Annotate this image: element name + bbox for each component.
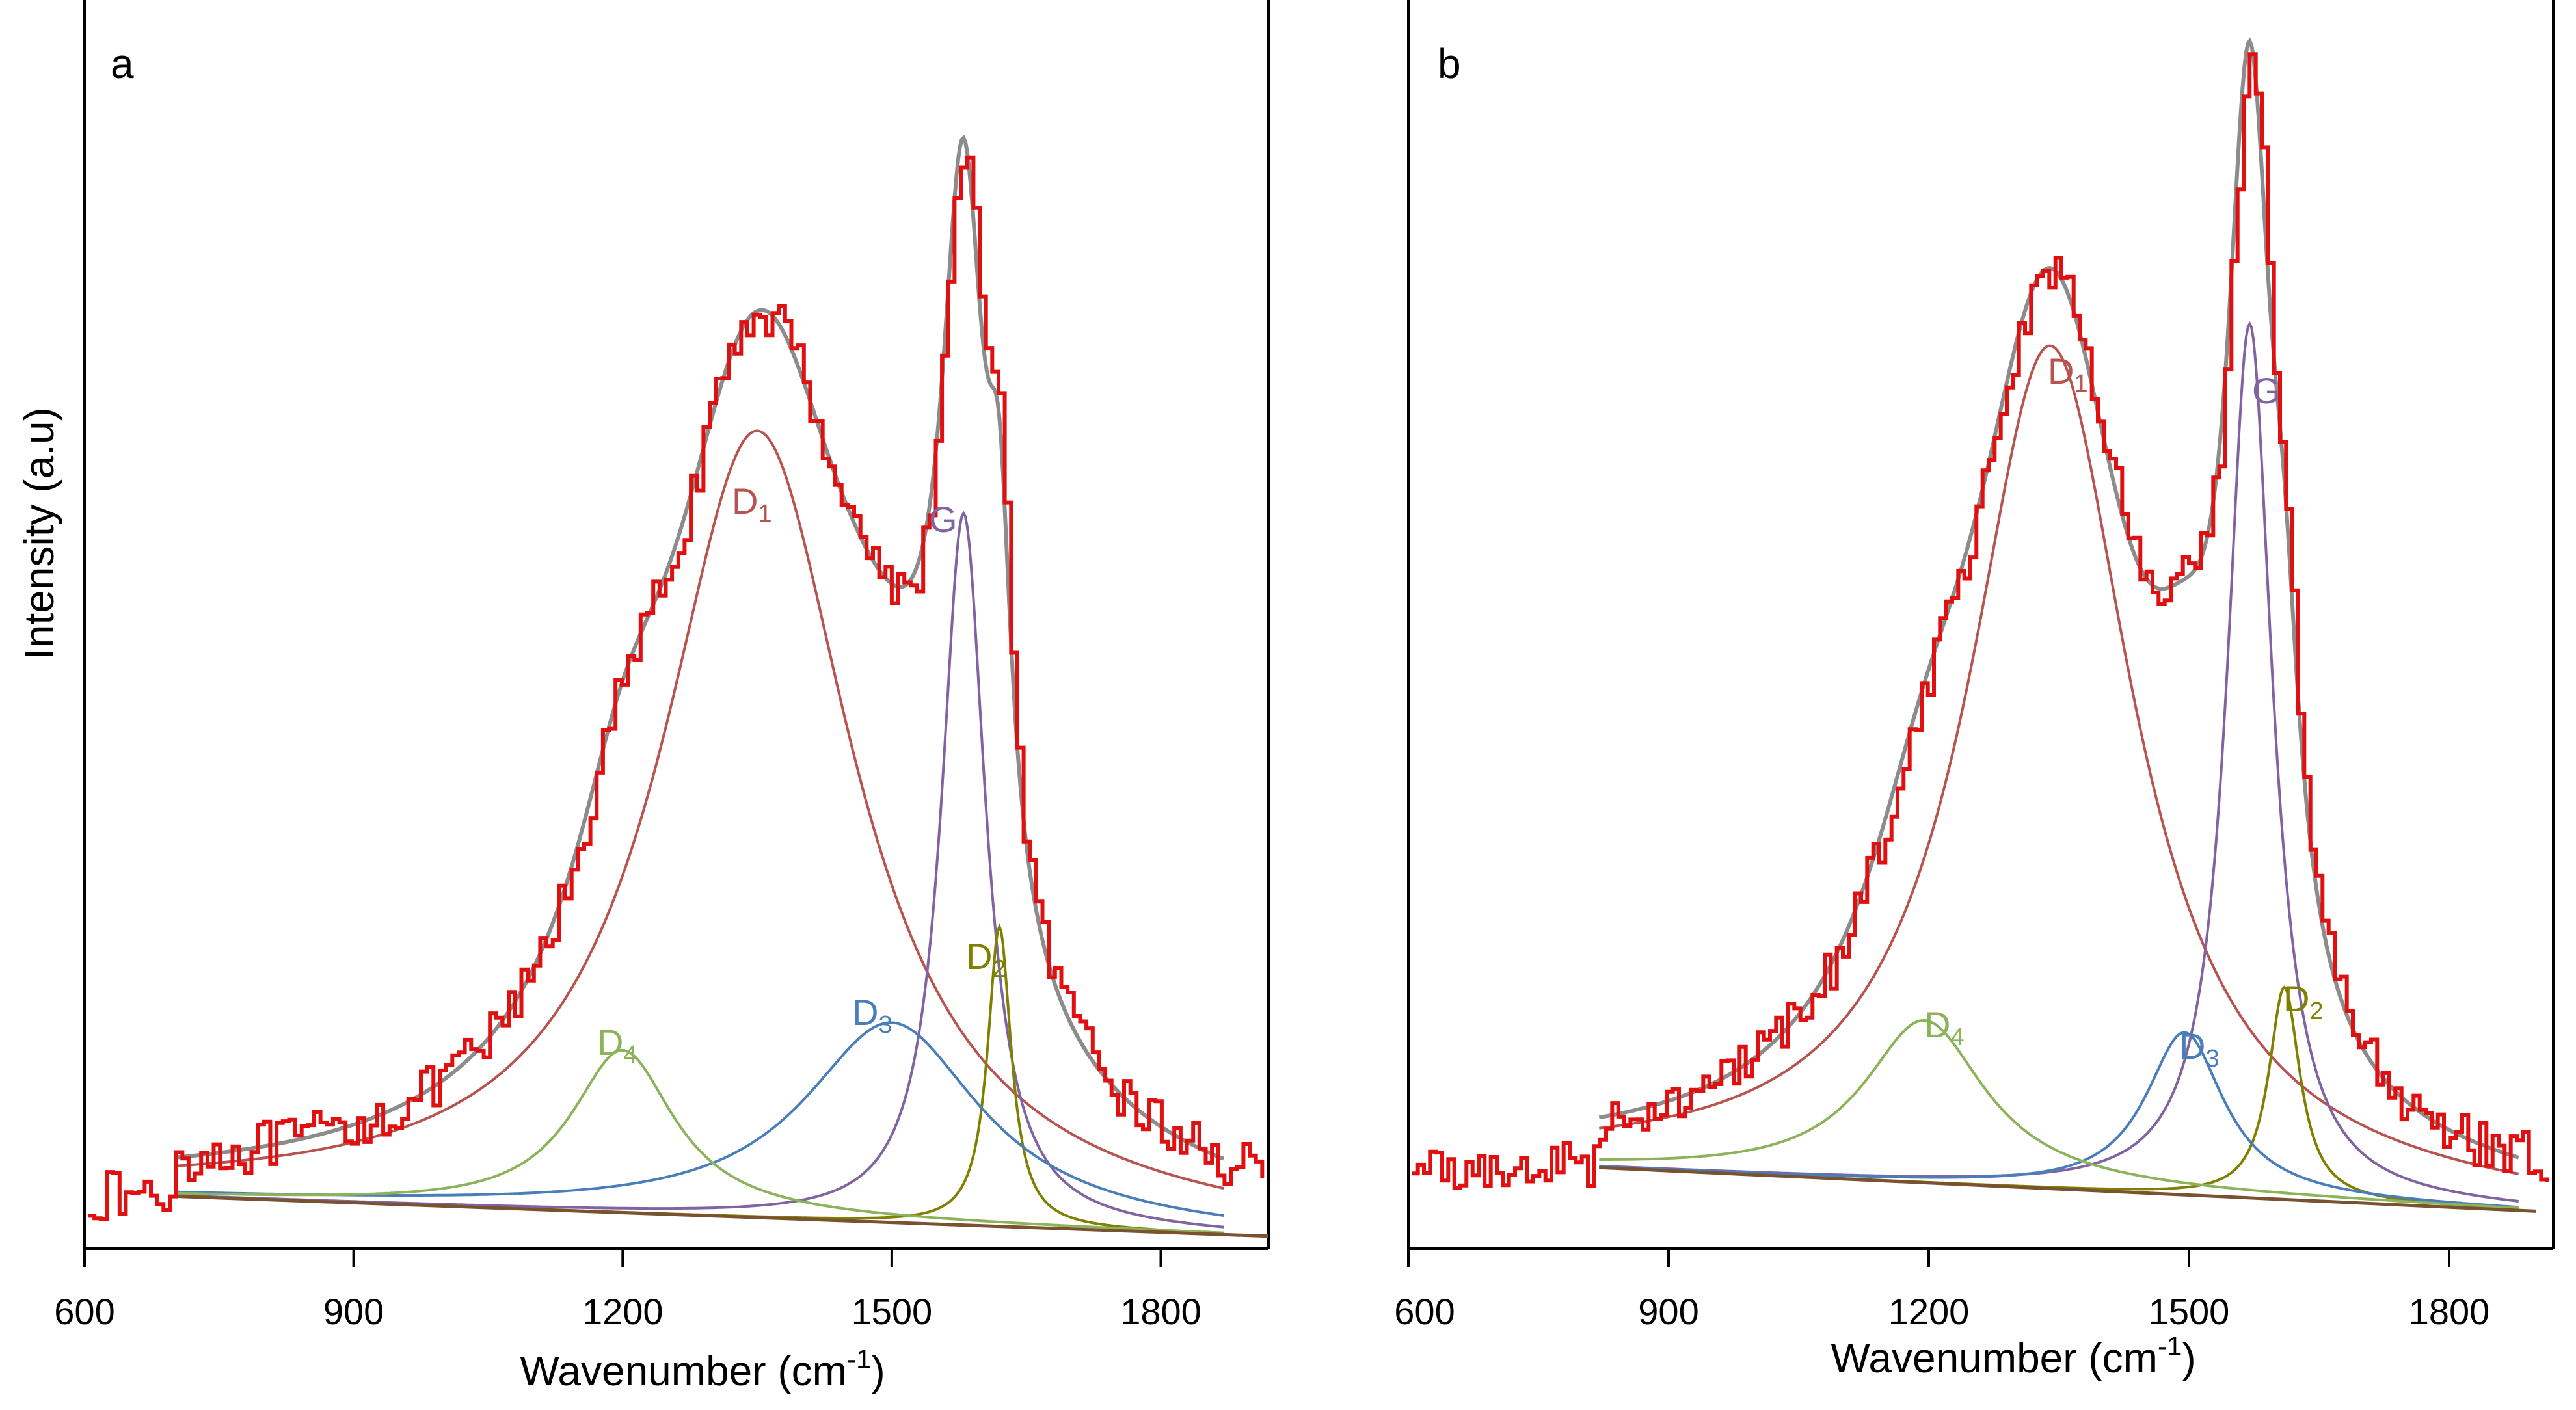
panel-a-baseline [174,1194,1269,1238]
panel-b-peak-d3 [1599,1031,2519,1209]
panel-b-baseline [1599,1165,2536,1213]
panel-a-cumulative-fit [174,134,1225,1161]
panel-a-tick-label-5: 1800 [1120,1291,1201,1332]
panel-a-peak-labels: D1 G D2 D3 D4 [597,481,1006,1069]
panel-a-measured-spectrum [88,155,1265,1221]
panel-b-peak-label-d2: D2 [2283,978,2324,1025]
panel-a-peak-label-d3: D3 [852,992,892,1039]
panel-b-tick-label-2: 900 [1638,1291,1698,1332]
panel-b-x-axis-title: Wavenumber (cm-1) [1831,1331,2195,1381]
panel-b: b Wavenumber (cm-1) 600 900 1200 1500 18… [1394,0,2555,1381]
panel-a-tick-labels: 600 900 1200 1500 1800 [54,1291,1201,1332]
panel-a-peak-d2 [174,923,1224,1235]
panel-a-peak-label-g: G [929,499,958,540]
panel-b-tick-label-4: 1500 [2149,1291,2230,1332]
panel-b-tick-label-5: 1800 [2409,1291,2490,1332]
panel-b-measured-spectrum [1412,52,2549,1190]
panel-b-peak-label-d4: D4 [1924,1004,1965,1051]
panel-b-peak-label-d1: D1 [2048,351,2088,397]
panel-b-label: b [1438,40,1461,87]
panel-b-tick-label-1: 600 [1394,1291,1455,1332]
panel-a-peak-label-d4: D4 [597,1022,637,1069]
panel-b-peak-labels: D1 G D2 D3 D4 [1924,351,2324,1072]
panel-a-tick-label-1: 600 [54,1291,114,1332]
panel-a-peak-label-d1: D1 [732,481,772,527]
panel-b-peak-label-g: G [2252,370,2281,411]
panel-a-label: a [111,40,134,87]
panel-a-tick-label-4: 1500 [852,1291,933,1332]
panel-a-tick-label-3: 1200 [582,1291,664,1332]
panel-a-tick-label-2: 900 [323,1291,384,1332]
panel-b-cumulative-fit [1598,37,2519,1160]
panel-b-tick-labels: 600 900 1200 1500 1800 [1394,1291,2489,1332]
panel-a-y-axis-title: Intensity (a.u) [16,407,62,659]
panel-b-peak-d1 [1599,344,2519,1175]
panel-a-tick-marks [83,1249,1162,1267]
panel-b-peak-label-d3: D3 [2179,1026,2220,1072]
panel-b-curves [1412,37,2549,1213]
panel-b-tick-marks [1407,1249,2450,1267]
panel-b-peak-d2 [1599,985,2519,1210]
panel-a: a Wavenumber (cm-1) Intensity (a.u) 600 … [16,0,1270,1394]
panel-a-peak-d1 [174,429,1224,1190]
panel-b-tick-label-3: 1200 [1888,1291,1970,1332]
panel-b-peak-d4 [1599,1018,2519,1210]
panel-a-peak-label-d2: D2 [966,936,1006,983]
panel-a-x-axis-title: Wavenumber (cm-1) [520,1344,885,1394]
panel-a-peak-d4 [174,1048,1224,1234]
panel-a-curves [88,134,1269,1238]
